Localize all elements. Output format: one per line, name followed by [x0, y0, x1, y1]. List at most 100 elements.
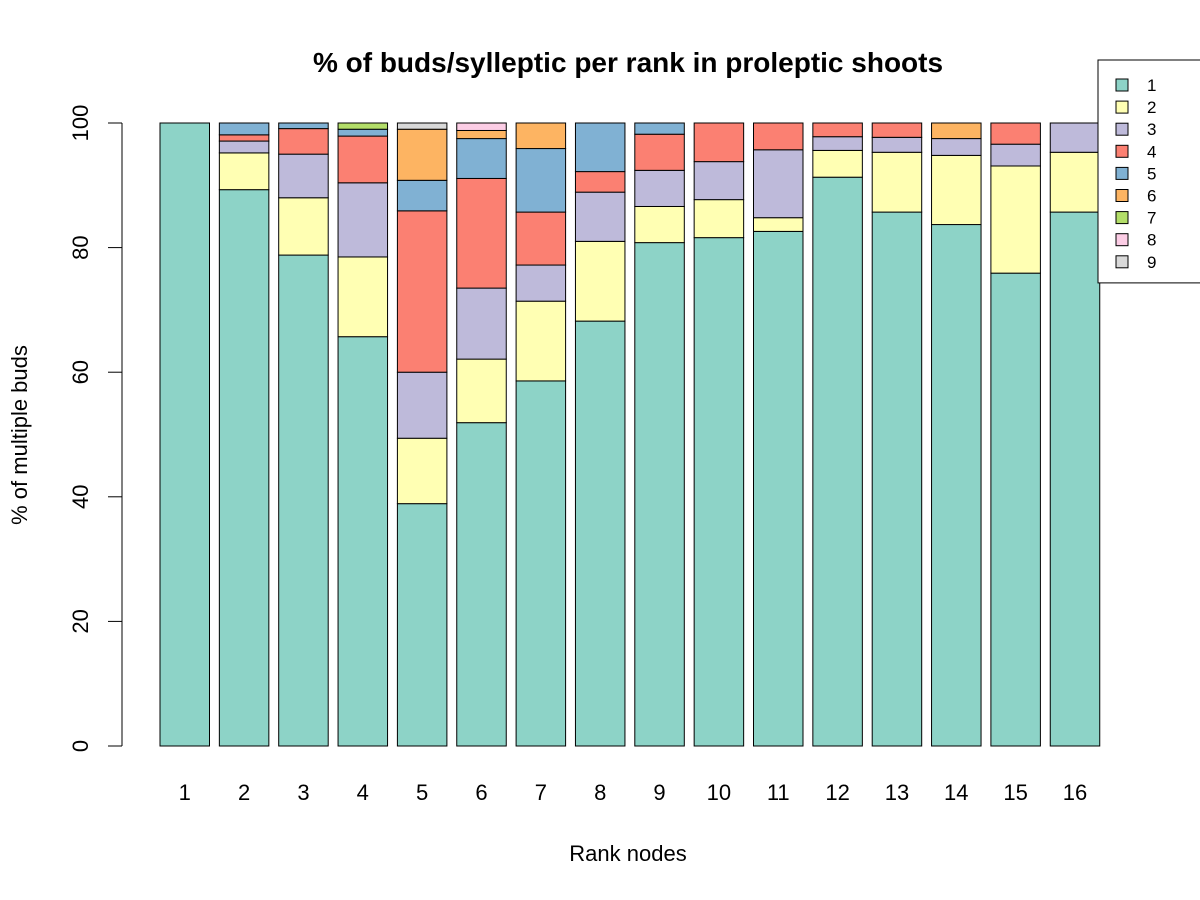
- bar-segment: [634, 133, 685, 171]
- bar-segment: [337, 122, 389, 130]
- legend-label: 1: [1147, 76, 1156, 95]
- x-tick-label: 13: [885, 780, 909, 805]
- bar-stack: [278, 122, 329, 747]
- bar-segment: [812, 136, 863, 151]
- legend-swatch: [1115, 78, 1129, 92]
- bar-segment: [337, 256, 389, 338]
- bar-segment: [871, 122, 923, 138]
- bar-segment: [990, 272, 1041, 747]
- bar-segment: [990, 143, 1041, 167]
- bar-segment: [456, 129, 507, 140]
- bar-stack: [931, 122, 982, 747]
- bar-segment: [396, 179, 448, 212]
- bar-segment: [218, 140, 270, 154]
- bar-segment: [396, 210, 448, 373]
- legend-swatch: [1115, 211, 1129, 225]
- x-tick-label: 4: [357, 780, 369, 805]
- bar-segment: [456, 358, 507, 424]
- bar-segment: [396, 122, 448, 130]
- bar-segment: [812, 122, 863, 138]
- bars: [159, 122, 1101, 747]
- bar-segment: [931, 138, 982, 156]
- bar-segment: [515, 380, 567, 747]
- legend-swatch: [1115, 122, 1129, 136]
- bar-segment: [871, 136, 923, 153]
- bar-segment: [337, 182, 389, 258]
- bar-segment: [812, 149, 863, 178]
- bar-stack: [753, 122, 804, 747]
- x-tick-label: 1: [179, 780, 191, 805]
- bar-segment: [931, 122, 982, 140]
- bar-segment: [337, 135, 389, 184]
- bar-segment: [574, 320, 626, 747]
- legend-label: 5: [1147, 164, 1156, 183]
- legend-box: [1097, 59, 1200, 284]
- x-tick-label: 16: [1063, 780, 1087, 805]
- bar-segment: [218, 189, 270, 747]
- bar-segment: [218, 134, 270, 142]
- bar-segment: [218, 122, 270, 136]
- bar-segment: [693, 237, 745, 747]
- bar-stack: [1049, 122, 1101, 747]
- bar-segment: [753, 230, 804, 747]
- bar-segment: [1049, 151, 1101, 213]
- bar-segment: [456, 138, 507, 179]
- bar-segment: [693, 161, 745, 201]
- bar-stack: [574, 122, 626, 747]
- bar-stack: [990, 122, 1041, 747]
- bar-segment: [278, 122, 329, 130]
- bar-segment: [515, 264, 567, 302]
- y-tick-label: 40: [68, 485, 93, 509]
- bar-segment: [515, 300, 567, 382]
- bar-segment: [456, 287, 507, 360]
- bar-segment: [337, 128, 389, 137]
- chart-title: % of buds/sylleptic per rank in prolepti…: [313, 47, 943, 78]
- bar-segment: [159, 122, 210, 747]
- legend: 1 2 3 4 5 6 7 8 9: [1097, 59, 1200, 284]
- bar-stack: [218, 122, 270, 747]
- x-axis-ticks: 1 2 3 4 5 6 7 8 9 10 11 12 13 14 15 16: [179, 780, 1088, 805]
- x-tick-label: 11: [767, 780, 790, 805]
- bar-segment: [456, 177, 507, 289]
- bar-segment: [456, 422, 507, 747]
- bar-segment: [396, 371, 448, 439]
- bar-segment: [574, 171, 626, 193]
- x-tick-label: 5: [416, 780, 428, 805]
- y-tick-label: 60: [68, 360, 93, 384]
- bar-segment: [634, 242, 685, 747]
- bar-stack: [159, 122, 210, 747]
- x-tick-label: 6: [475, 780, 487, 805]
- legend-label: 6: [1147, 187, 1156, 206]
- legend-label: 7: [1147, 209, 1156, 228]
- bar-segment: [753, 149, 804, 219]
- bar-segment: [1049, 211, 1101, 747]
- x-tick-label: 9: [653, 780, 665, 805]
- bar-segment: [278, 254, 329, 747]
- bar-segment: [931, 224, 982, 747]
- bar-stack: [871, 122, 923, 747]
- bar-segment: [515, 211, 567, 266]
- legend-swatch: [1115, 255, 1129, 269]
- legend-swatch: [1115, 189, 1129, 202]
- y-tick-label: 20: [68, 609, 93, 633]
- bar-segment: [634, 205, 685, 244]
- bar-segment: [871, 151, 923, 213]
- bar-segment: [1049, 122, 1101, 153]
- legend-swatch: [1115, 166, 1129, 180]
- legend-swatch: [1115, 233, 1129, 247]
- bar-segment: [990, 122, 1041, 145]
- x-tick-label: 7: [535, 780, 547, 805]
- y-tick-label: 0: [68, 740, 93, 752]
- legend-label: 8: [1147, 231, 1156, 250]
- legend-label: 4: [1147, 142, 1156, 161]
- bar-stack: [634, 122, 685, 747]
- bar-segment: [634, 169, 685, 207]
- y-axis: 0 20 40 60 80 100: [68, 105, 123, 752]
- bar-segment: [456, 122, 507, 131]
- x-tick-label: 8: [594, 780, 606, 805]
- bar-segment: [337, 336, 389, 747]
- bar-segment: [515, 148, 567, 213]
- x-tick-label: 10: [707, 780, 731, 805]
- x-tick-label: 3: [297, 780, 309, 805]
